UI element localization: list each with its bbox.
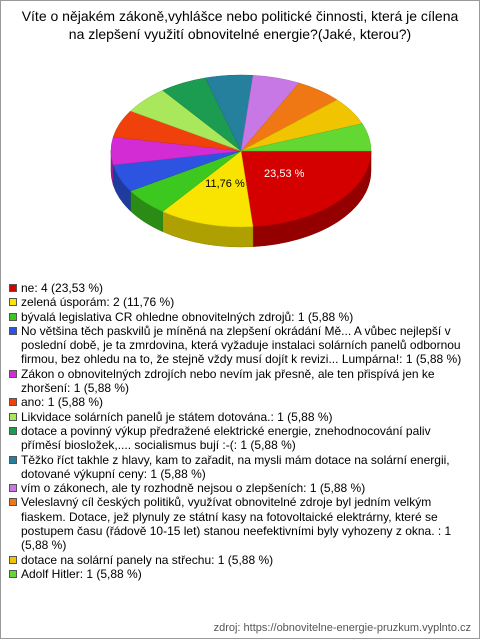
legend-swatch [9, 312, 17, 321]
legend-item: Zákon o obnovitelných zdrojích nebo neví… [9, 367, 471, 396]
legend-swatch [9, 455, 17, 464]
legend-swatch [9, 398, 17, 407]
pie-slice [240, 150, 372, 227]
legend-label: dotace a povinný výkup předražené elektr… [21, 423, 431, 453]
legend-swatch [9, 555, 17, 564]
legend-label: Zákon o obnovitelných zdrojích nebo neví… [21, 366, 435, 396]
legend-label: Likvidace solárních panelů je státem dot… [21, 409, 333, 424]
slice-label: 11,76 % [205, 178, 245, 190]
legend-item: dotace na solární panely na střechu: 1 (… [9, 553, 471, 567]
legend-item: bývalá legislativa CR ohledne obnoviteln… [9, 310, 471, 324]
legend-item: ne: 4 (23,53 %) [9, 281, 471, 295]
legend-item: dotace a povinný výkup předražené elektr… [9, 424, 471, 453]
legend-label: Veleslavný cíl českých politiků, využíva… [21, 495, 452, 553]
legend-item: No většina těch paskvilů je míněná na zl… [9, 324, 471, 367]
legend-swatch [9, 426, 17, 435]
legend-label: zelená úsporám: 2 (11,76 %) [21, 295, 175, 310]
legend-swatch [9, 484, 17, 493]
legend-swatch [9, 498, 17, 507]
legend-swatch [9, 326, 17, 335]
legend-label: bývalá legislativa CR ohledne obnoviteln… [21, 309, 354, 324]
legend-label: vím o zákonech, ale ty rozhodně nejsou o… [21, 481, 366, 496]
pie-slice [162, 150, 254, 228]
legend-label: ano: 1 (5,88 %) [21, 395, 104, 410]
legend-swatch [9, 569, 17, 578]
legend-item: Adolf Hitler: 1 (5,88 %) [9, 567, 471, 581]
source: zdroj: https://obnovitelne-energie-pruzk… [213, 622, 471, 634]
legend-label: ne: 4 (23,53 %) [21, 281, 104, 295]
legend-swatch [9, 369, 17, 378]
pie-chart: 23,53 % 11,76 % [110, 74, 372, 248]
legend-label: Adolf Hitler: 1 (5,88 %) [21, 566, 142, 581]
legend-item: Veleslavný cíl českých politiků, využíva… [9, 495, 471, 552]
legend-label: No většina těch paskvilů je míněná na zl… [21, 323, 462, 367]
legend-label: Těžko říct takhle z hlavy, kam to zařadi… [21, 452, 450, 481]
legend: ne: 4 (23,53 %) zelená úsporám: 2 (11,76 … [9, 281, 471, 581]
legend-swatch [9, 298, 17, 307]
legend-item: ano: 1 (5,88 %) [9, 395, 471, 409]
pie-slice [240, 123, 372, 152]
legend-item: zelená úsporám: 2 (11,76 %) [9, 295, 471, 309]
legend-item: Likvidace solárních panelů je státem dot… [9, 410, 471, 424]
legend-item: vím o zákonech, ale ty rozhodně nejsou o… [9, 481, 471, 495]
chart-title: Víte o nějakém zákoně,vyhlášce nebo poli… [21, 8, 459, 42]
legend-item: Těžko říct takhle z hlavy, kam to zařadi… [9, 453, 471, 482]
legend-swatch [9, 412, 17, 421]
legend-label: dotace na solární panely na střechu: 1 (… [21, 552, 274, 567]
slice-label: 23,53 % [264, 168, 305, 180]
legend-swatch [9, 284, 17, 292]
